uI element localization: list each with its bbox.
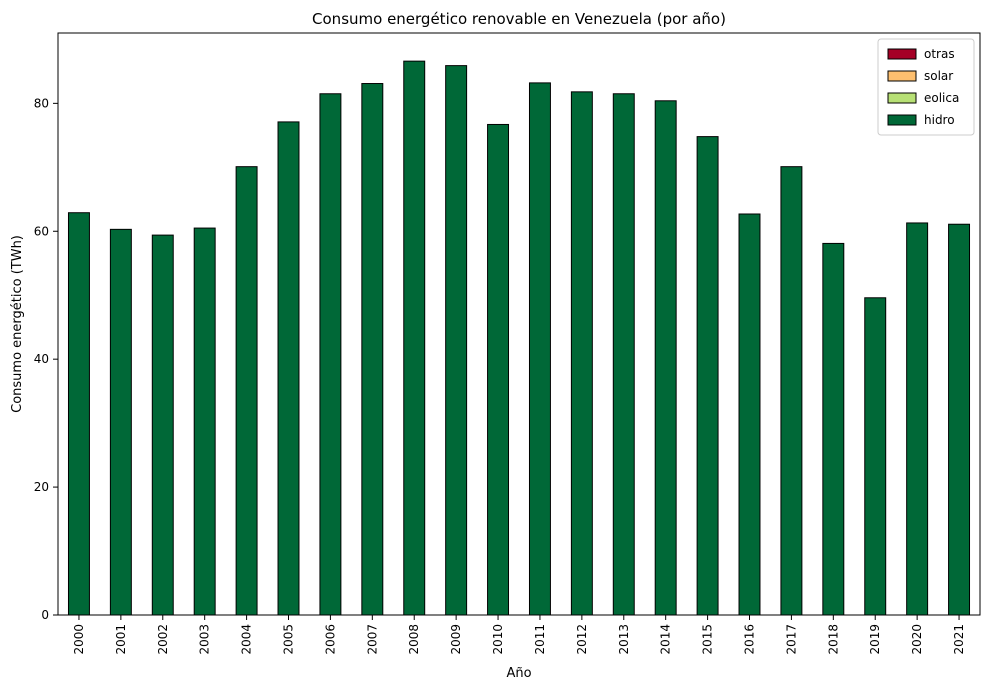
y-tick-label: 20 xyxy=(34,480,49,494)
bar-hidro-2006 xyxy=(319,93,342,616)
x-tick-label: 2000 xyxy=(72,624,86,655)
bar-hidro-2018 xyxy=(822,242,845,616)
x-tick-label: 2014 xyxy=(659,624,673,655)
legend-swatch-otras xyxy=(887,48,917,60)
bar-hidro-2000 xyxy=(67,212,90,616)
bar-hidro-2017 xyxy=(780,166,803,616)
bar-hidro-2010 xyxy=(487,123,510,616)
legend-label-solar: solar xyxy=(924,69,953,83)
x-axis: 2000 2001 2002 2003 2004 2005 2006 2007 2008 2009… xyxy=(72,615,966,655)
x-tick-label: 2009 xyxy=(449,624,463,655)
x-tick-label: 2018 xyxy=(826,624,840,655)
x-tick-label: 2007 xyxy=(365,624,379,655)
y-tick-label: 60 xyxy=(34,224,49,238)
bar-hidro-2014 xyxy=(654,100,677,616)
bar-hidro-2003 xyxy=(193,227,216,616)
x-tick-label: 2019 xyxy=(868,624,882,655)
x-tick-label: 2008 xyxy=(407,624,421,655)
x-tick-label: 2004 xyxy=(240,624,254,655)
bar-hidro-2013 xyxy=(612,93,635,616)
y-axis: 0 20 40 60 80 xyxy=(34,96,58,622)
plot-frame xyxy=(57,32,981,616)
y-tick-label: 40 xyxy=(34,352,49,366)
bar-hidro-2012 xyxy=(570,91,593,616)
x-tick-label: 2016 xyxy=(743,624,757,655)
chart-title: Consumo energético renovable en Venezuel… xyxy=(312,10,726,28)
bar-hidro-2009 xyxy=(445,65,468,616)
bar-hidro-2019 xyxy=(864,297,887,616)
legend-swatch-solar xyxy=(887,70,917,82)
x-tick-label: 2015 xyxy=(701,624,715,655)
bar-hidro-2005 xyxy=(277,121,300,616)
x-tick-label: 2010 xyxy=(491,624,505,655)
legend: otras solar eolica hidro xyxy=(877,38,975,136)
bar-hidro-2016 xyxy=(738,213,761,616)
legend-label-eolica: eolica xyxy=(924,91,959,105)
x-tick-label: 2013 xyxy=(617,624,631,655)
bar-hidro-2015 xyxy=(696,136,719,616)
x-tick-label: 2020 xyxy=(910,624,924,655)
bar-hidro-2020 xyxy=(906,222,929,616)
y-tick-label: 80 xyxy=(34,96,49,110)
x-tick-label: 2002 xyxy=(156,624,170,655)
legend-swatch-eolica xyxy=(887,92,917,104)
x-tick-label: 2017 xyxy=(784,624,798,655)
bar-hidro-2004 xyxy=(235,166,258,616)
legend-label-hidro: hidro xyxy=(924,113,955,127)
x-tick-label: 2005 xyxy=(282,624,296,655)
legend-label-otras: otras xyxy=(924,47,955,61)
y-tick-label: 0 xyxy=(41,608,49,622)
bar-hidro-2008 xyxy=(403,60,426,616)
bar-hidro-2011 xyxy=(528,82,551,616)
x-axis-label: Año xyxy=(506,666,531,681)
legend-swatch-hidro xyxy=(887,114,917,126)
x-tick-label: 2021 xyxy=(952,624,966,655)
bar-hidro-2002 xyxy=(151,234,174,616)
x-tick-label: 2012 xyxy=(575,624,589,655)
x-tick-label: 2003 xyxy=(198,624,212,655)
bar-hidro-2021 xyxy=(948,223,971,616)
x-tick-label: 2001 xyxy=(114,624,128,655)
legend-frame xyxy=(877,38,975,136)
x-tick-label: 2006 xyxy=(323,624,337,655)
bars-group xyxy=(67,60,971,616)
bar-hidro-2001 xyxy=(109,228,132,616)
x-tick-label: 2011 xyxy=(533,624,547,655)
y-axis-label: Consumo energético (TWh) xyxy=(10,235,25,413)
bar-hidro-2007 xyxy=(361,83,384,616)
